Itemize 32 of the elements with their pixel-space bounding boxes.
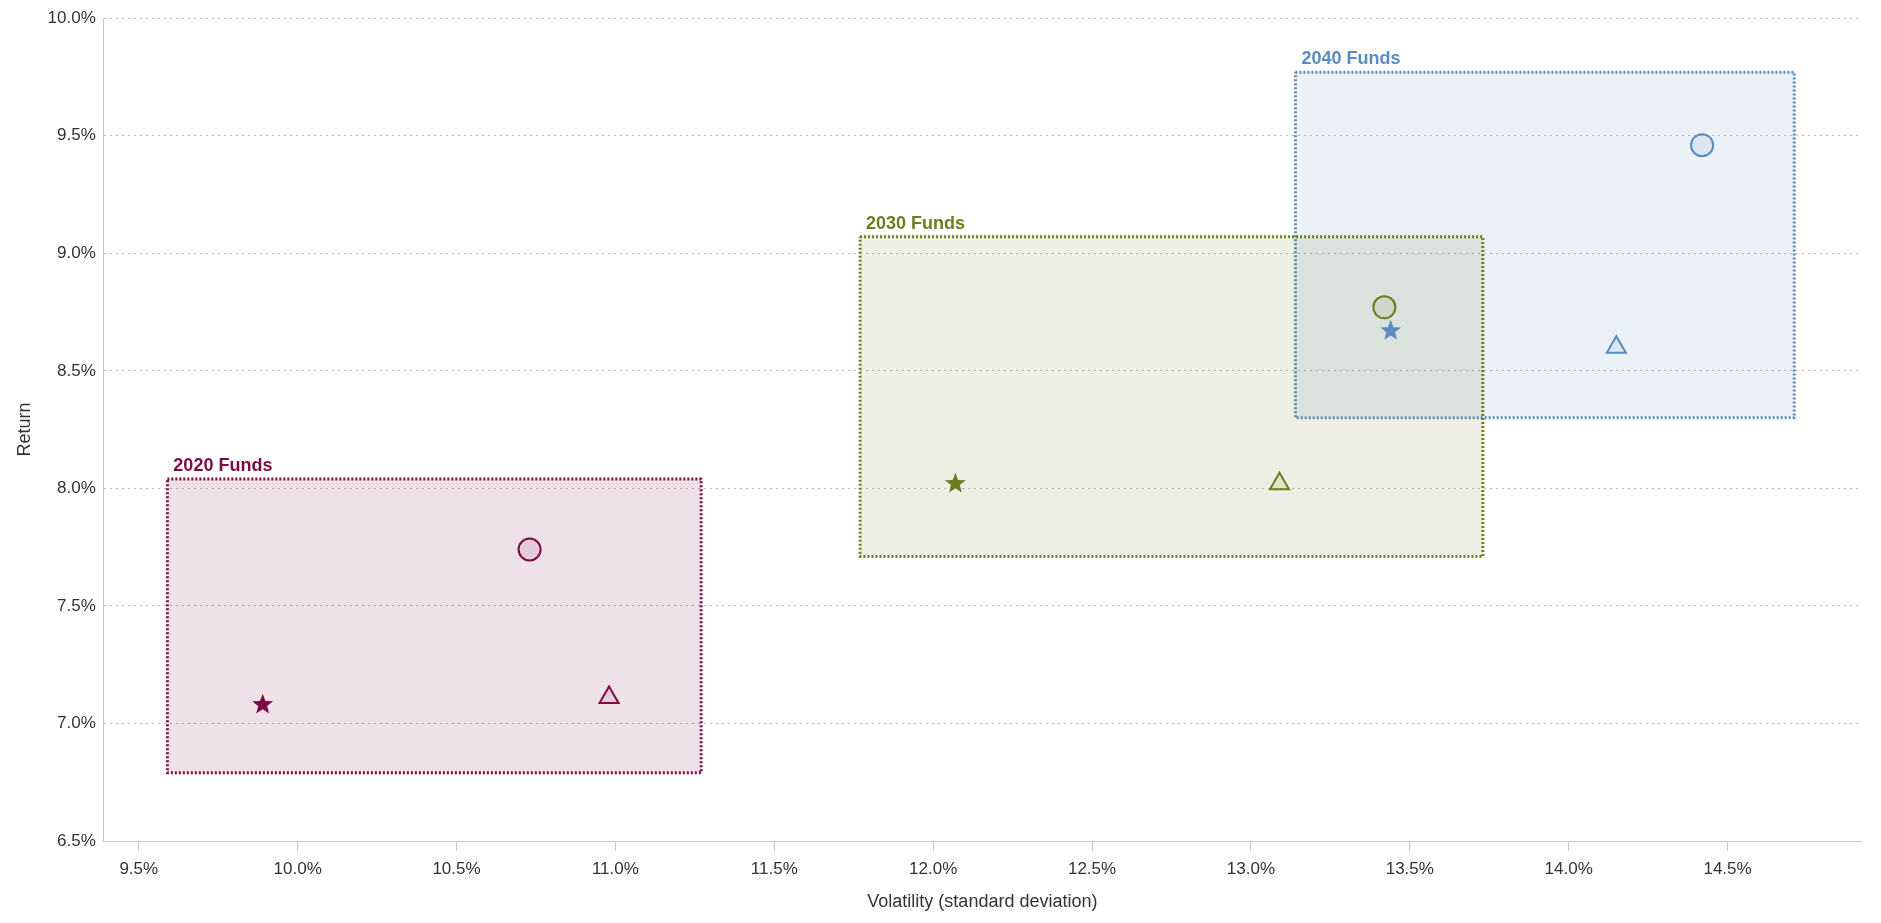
series-label: 2040 Funds <box>1301 48 1401 69</box>
x-tick-label: 11.5% <box>750 858 798 878</box>
point <box>1268 471 1291 491</box>
point <box>598 685 620 705</box>
point <box>944 472 966 493</box>
series-label: 2030 Funds <box>866 212 966 233</box>
y-tick-label: 7.5% <box>57 595 96 615</box>
point <box>1372 295 1397 320</box>
x-tick-label: 10.0% <box>273 858 322 878</box>
y-tick-label: 8.0% <box>57 478 96 498</box>
x-tick-label: 10.5% <box>432 858 481 878</box>
point <box>1690 133 1715 158</box>
x-tick-label: 9.5% <box>119 858 159 878</box>
x-tick-label: 14.0% <box>1544 858 1593 878</box>
x-tick-label: 12.5% <box>1067 858 1117 878</box>
x-tick-label: 11.0% <box>591 858 639 878</box>
y-axis-title: Return <box>13 402 34 457</box>
y-tick-label: 7.0% <box>57 713 96 733</box>
x-axis-title: Volatility (standard deviation) <box>867 891 1098 912</box>
x-tick-label: 13.5% <box>1385 858 1434 878</box>
x-tick-label: 12.0% <box>909 858 958 878</box>
y-tick-label: 6.5% <box>57 830 96 850</box>
point <box>1380 319 1402 340</box>
series-label: 2020 Funds <box>173 454 273 475</box>
point <box>517 537 542 562</box>
y-tick-label: 9.0% <box>57 242 96 262</box>
y-tick-label: 9.5% <box>57 125 96 145</box>
point <box>252 693 274 714</box>
x-tick-label: 13.0% <box>1226 858 1276 878</box>
y-tick-label: 10.0% <box>47 7 96 27</box>
x-tick-label: 14.5% <box>1703 858 1752 878</box>
y-tick-label: 8.5% <box>57 360 96 380</box>
